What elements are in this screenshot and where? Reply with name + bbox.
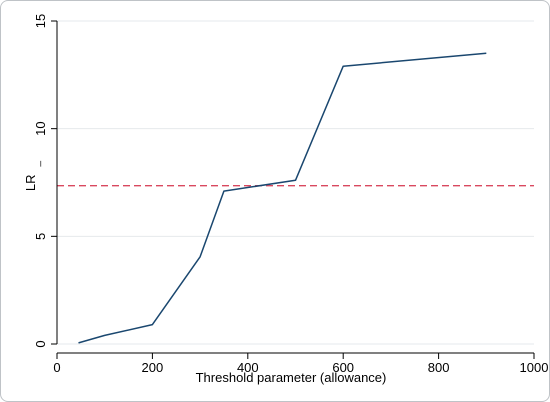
x-tick-label: 800 [428,360,450,375]
x-tick-label: 1000 [520,360,549,375]
y-axis-label-text: LR [23,174,38,191]
y-tick-label: 5 [33,233,48,240]
y-tick-label: 0 [33,340,48,347]
y-axis-label: LR _ [23,160,42,191]
x-tick-label: 600 [332,360,354,375]
x-tick-label: 0 [53,360,60,375]
grid [57,20,534,345]
y-axis-label-subscript: _ [31,160,42,167]
y-tick-label: 10 [33,121,48,135]
x-tick-label: 400 [237,360,259,375]
x-axis-label: Threshold parameter (allowance) [196,370,387,385]
axes: 0 5 10 15 0 200 400 600 800 1000 [33,14,548,375]
series-lines [78,52,487,344]
series-line [78,52,487,344]
y-axis-label-group: LR _ [23,160,42,191]
y-tick-label: 15 [33,14,48,28]
x-tick-label: 200 [142,360,164,375]
